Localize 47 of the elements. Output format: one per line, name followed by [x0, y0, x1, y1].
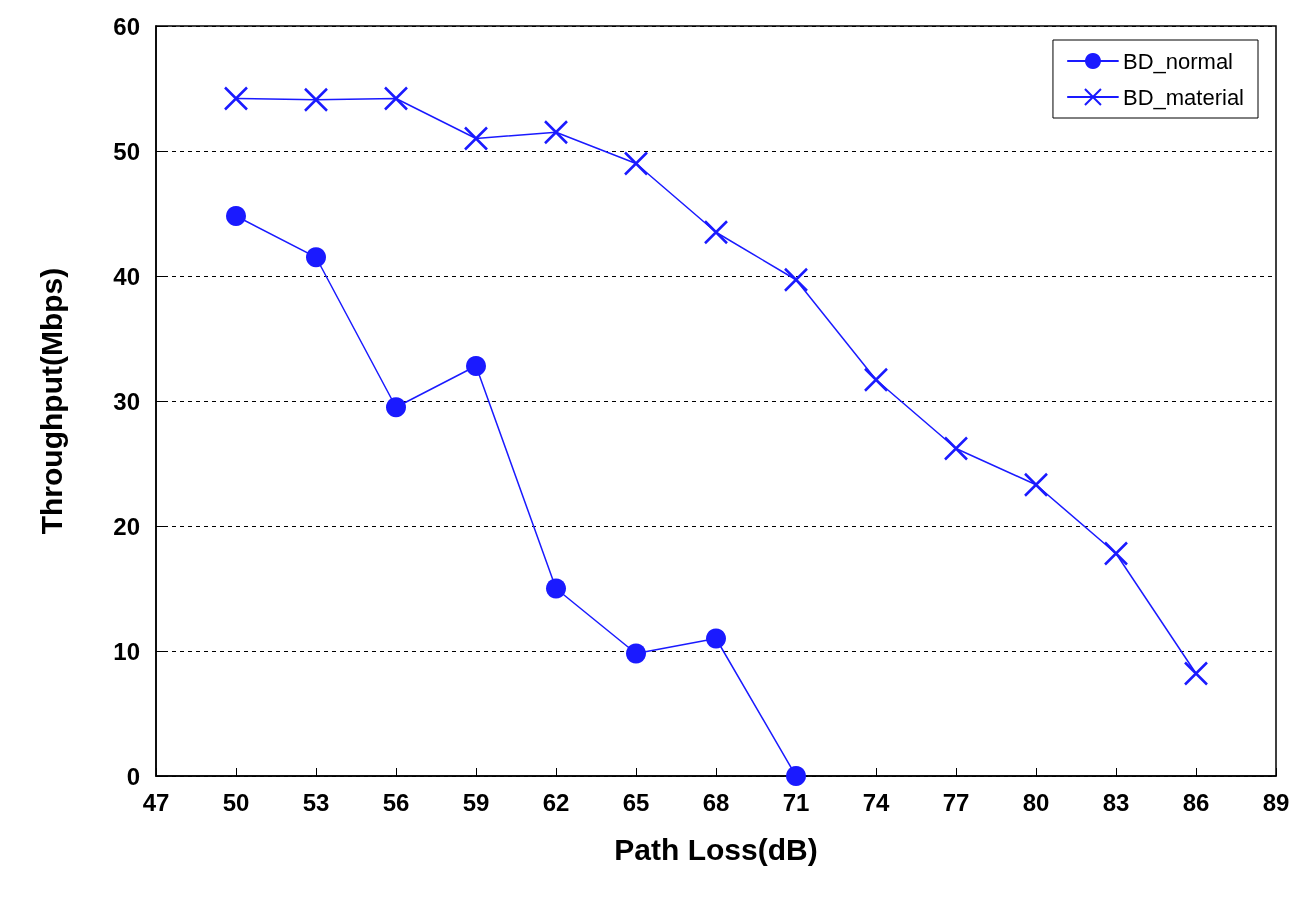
x-tick-label: 68 — [702, 788, 730, 816]
x-tick-label: 89 — [1262, 788, 1290, 816]
point — [1183, 661, 1209, 686]
point — [943, 436, 969, 461]
point — [383, 86, 409, 111]
point — [386, 397, 406, 418]
point — [543, 120, 569, 145]
y-tick-label: 0 — [126, 762, 140, 790]
x-tick-label: 77 — [942, 788, 970, 816]
point — [306, 247, 326, 268]
x-tick-label: 83 — [1102, 788, 1130, 816]
y-tick-label: 60 — [113, 12, 140, 40]
y-tick-label: 30 — [113, 387, 140, 415]
point — [303, 87, 329, 112]
x-tick-label: 80 — [1022, 788, 1050, 816]
y-tick-label: 20 — [113, 512, 140, 540]
point — [226, 206, 246, 226]
x-tick-label: 86 — [1182, 788, 1210, 816]
point — [1103, 541, 1129, 566]
x-axis-title: Path Loss(dB) — [614, 832, 818, 866]
y-tick-label: 10 — [113, 637, 140, 665]
point — [223, 86, 249, 111]
point — [863, 367, 889, 392]
x-tick-label: 56 — [382, 788, 410, 816]
point — [623, 151, 649, 176]
point — [706, 628, 726, 649]
y-tick-label: 40 — [113, 262, 140, 290]
x-tick-label: 47 — [142, 788, 170, 816]
point — [626, 643, 646, 664]
legend-label: BD_material — [1122, 84, 1244, 110]
point — [783, 267, 809, 292]
point — [703, 220, 729, 245]
x-tick-label: 71 — [782, 788, 810, 816]
x-tick-label: 50 — [222, 788, 250, 816]
x-tick-label: 65 — [622, 788, 650, 816]
point — [1023, 472, 1049, 497]
point — [463, 126, 489, 151]
y-tick-label: 50 — [113, 137, 140, 165]
point — [786, 766, 806, 786]
point — [546, 578, 566, 599]
x-tick-label: 74 — [862, 788, 890, 816]
x-tick-label: 62 — [542, 788, 570, 816]
y-axis-title: Throughput(Mbps) — [34, 267, 68, 535]
x-tick-label: 59 — [462, 788, 490, 816]
point — [466, 356, 486, 376]
x-tick-label: 53 — [302, 788, 330, 816]
legend-label: BD_normal — [1122, 48, 1233, 74]
